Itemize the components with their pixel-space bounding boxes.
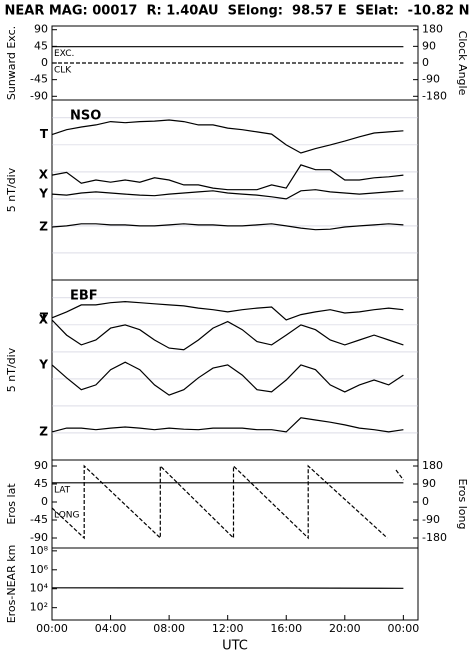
y-axis-label: 5 nT/div — [5, 167, 18, 212]
x-tick-label: 00:00 — [388, 622, 420, 635]
y-tick-label: 45 — [34, 477, 48, 490]
x-tick-label: 16:00 — [270, 622, 302, 635]
series-line — [51, 464, 404, 540]
y-tick-label: 45 — [34, 39, 48, 52]
series-label: X — [39, 313, 49, 327]
series-line — [51, 164, 404, 191]
y2-tick-label: -90 — [422, 73, 440, 86]
series-line — [51, 361, 404, 396]
y-tick-label: 0 — [41, 495, 48, 508]
series-label: Z — [39, 424, 48, 438]
y-tick-label: 10⁶ — [30, 563, 49, 576]
x-tick-label: 20:00 — [329, 622, 361, 635]
y2-axis-label: Clock Angle — [456, 31, 469, 96]
y-tick-label: -90 — [30, 531, 48, 544]
series-line — [51, 300, 404, 321]
series-line — [51, 223, 404, 231]
y2-tick-label: 0 — [422, 495, 429, 508]
y2-axis-label: Eros long — [456, 479, 469, 530]
y-tick-label: 90 — [34, 23, 48, 36]
y2-tick-label: -90 — [422, 513, 440, 526]
y-axis-label: Eros lat — [5, 483, 18, 525]
y2-tick-label: -180 — [422, 89, 447, 102]
y-axis-label: Eros-NEAR km — [5, 545, 18, 624]
series-label: LONG — [54, 511, 80, 521]
series-line — [51, 119, 404, 154]
y-tick-label: 10⁸ — [30, 544, 49, 557]
series-line — [51, 319, 404, 351]
panel-frame — [51, 459, 419, 549]
y-tick-label: 0 — [41, 56, 48, 69]
panel-frame — [51, 547, 419, 621]
chart-title: NEAR MAG: 00017 R: 1.40AU SElong: 98.57 … — [5, 4, 470, 19]
y-tick-label: -45 — [30, 513, 48, 526]
y2-tick-label: 90 — [422, 39, 436, 52]
x-tick-label: 12:00 — [212, 622, 244, 635]
series-label: Y — [38, 187, 48, 201]
y-axis-label: 5 nT/div — [5, 347, 18, 392]
x-tick-label: 00:00 — [36, 622, 68, 635]
x-tick-label: 08:00 — [153, 622, 185, 635]
y-tick-label: 10² — [30, 601, 48, 614]
panel-label: EBF — [70, 289, 98, 304]
x-axis-label: UTC — [222, 639, 248, 654]
series-label: X — [39, 168, 49, 182]
y2-tick-label: 0 — [422, 56, 429, 69]
x-tick-label: 04:00 — [95, 622, 127, 635]
series-label: EXC. — [54, 49, 74, 59]
y-tick-label: 90 — [34, 459, 48, 472]
y2-tick-label: 90 — [422, 477, 436, 490]
series-label: LAT — [54, 485, 71, 495]
y-tick-label: -90 — [30, 89, 48, 102]
series-label: Y — [38, 357, 48, 371]
panel-label: NSO — [70, 109, 101, 124]
y2-tick-label: -180 — [422, 531, 447, 544]
series-line — [51, 417, 404, 433]
series-line — [51, 189, 404, 200]
y2-tick-label: 180 — [422, 23, 443, 36]
y-tick-label: -45 — [30, 73, 48, 86]
series-label: T — [40, 310, 49, 324]
series-line — [51, 587, 404, 589]
series-label: CLK — [54, 66, 72, 76]
y-tick-label: 10⁴ — [30, 582, 49, 595]
y2-tick-label: 180 — [422, 459, 443, 472]
series-label: Z — [39, 220, 48, 234]
y-axis-label: Sunward Exc. — [5, 26, 18, 100]
series-label: T — [40, 127, 49, 141]
